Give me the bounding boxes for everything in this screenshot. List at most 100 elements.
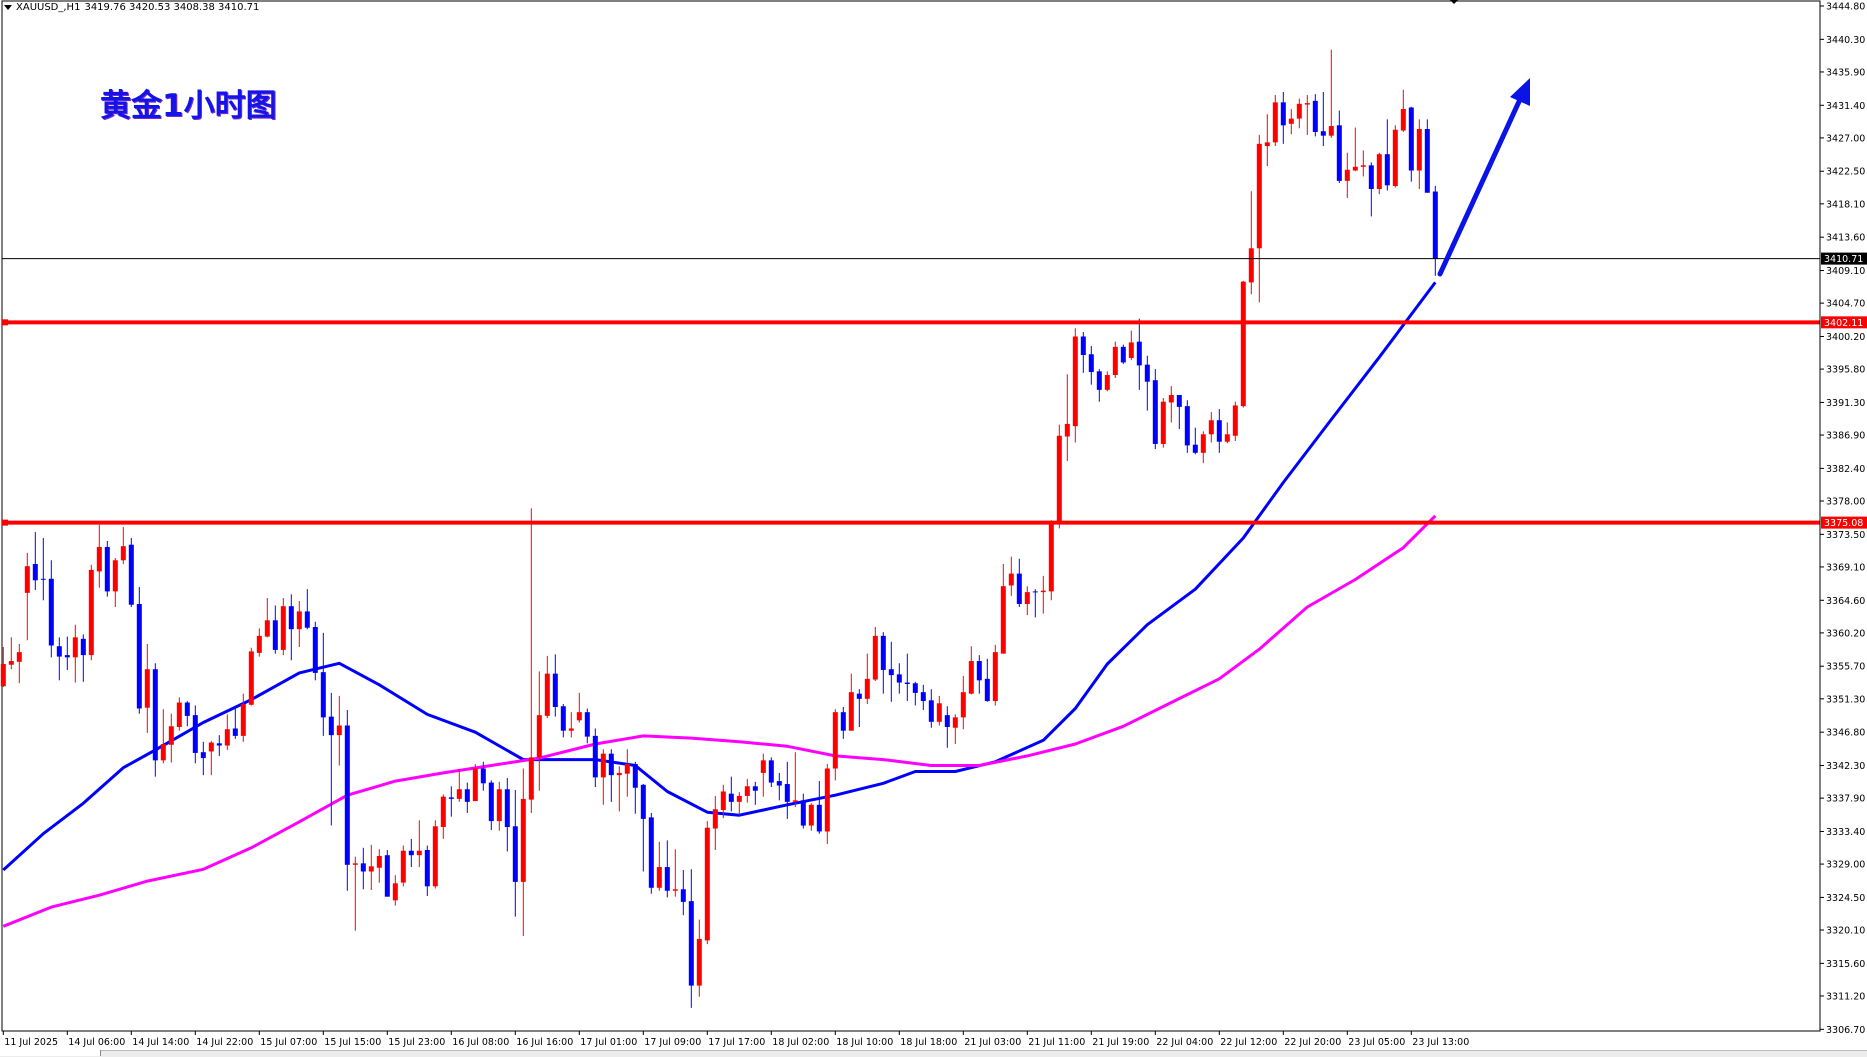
candle-body xyxy=(1256,143,1262,249)
candle xyxy=(1360,150,1366,177)
candle xyxy=(1144,355,1150,411)
candle xyxy=(1184,400,1190,453)
candle-body xyxy=(144,669,150,708)
chart-tab[interactable] xyxy=(0,1050,101,1056)
candle-body xyxy=(240,704,246,736)
candle-body xyxy=(88,569,94,656)
candle-body xyxy=(376,855,382,868)
candle xyxy=(1280,91,1286,144)
ohlc-readout: 3419.76 3420.53 3408.38 3410.71 xyxy=(84,2,260,13)
candle-body xyxy=(1120,346,1126,363)
price-tick-label: 3329.00 xyxy=(1826,860,1865,871)
candle xyxy=(1064,374,1070,461)
candle-body xyxy=(992,652,998,702)
price-tick-label: 3413.60 xyxy=(1826,233,1865,244)
candle-body xyxy=(192,715,198,753)
candle-body xyxy=(1392,129,1398,187)
price-tick-label: 3373.50 xyxy=(1826,530,1865,541)
candle xyxy=(1152,369,1158,450)
candle-body xyxy=(1176,395,1182,407)
candle xyxy=(1024,586,1030,616)
price-axis[interactable]: 3444.80 3440.30 3435.90 3431.40 3427.00 3422.… xyxy=(1819,1,1867,1036)
candles xyxy=(0,49,1438,1008)
candle-body xyxy=(808,804,814,826)
candle xyxy=(1424,119,1430,193)
price-tick-label: 3382.40 xyxy=(1826,464,1865,475)
candle-body xyxy=(1368,165,1374,190)
candle xyxy=(728,776,734,812)
candle xyxy=(600,749,606,805)
candle xyxy=(952,714,958,745)
candle-body xyxy=(1360,165,1366,167)
candle-body xyxy=(360,863,366,872)
candle-body xyxy=(744,786,750,796)
candle-body xyxy=(120,546,126,561)
level-anchor-handle xyxy=(2,519,8,526)
candle xyxy=(1392,125,1398,188)
candle xyxy=(1040,575,1046,614)
candle xyxy=(880,632,886,694)
candle-body xyxy=(1040,590,1046,593)
candle-body xyxy=(896,674,902,683)
candle xyxy=(240,693,246,742)
candle-body xyxy=(1200,434,1206,453)
candle-body xyxy=(1216,420,1222,442)
candle-body xyxy=(592,735,598,778)
candle xyxy=(72,624,78,683)
candle-body xyxy=(824,768,830,832)
time-tick-label: 15 Jul 23:00 xyxy=(388,1037,445,1048)
candle-body xyxy=(616,772,622,776)
candle-body xyxy=(760,760,766,773)
candle-body xyxy=(296,611,302,630)
candle-body xyxy=(856,693,862,699)
price-tick-label: 3404.70 xyxy=(1826,299,1865,310)
candle xyxy=(1032,589,1038,618)
candle-body xyxy=(1000,586,1006,654)
candle-body xyxy=(696,938,702,986)
candle xyxy=(440,794,446,839)
chart-shift-marker-icon[interactable] xyxy=(1450,0,1458,4)
candle-body xyxy=(128,544,134,605)
candle-body xyxy=(152,669,158,761)
candle-body xyxy=(1024,592,1030,604)
candle xyxy=(1416,119,1422,190)
candle-body xyxy=(840,712,846,731)
candle xyxy=(904,653,910,702)
price-tick-label: 3320.10 xyxy=(1826,926,1865,937)
candle-body xyxy=(40,578,46,580)
candle xyxy=(472,764,478,802)
time-tick-label: 15 Jul 07:00 xyxy=(260,1037,317,1048)
candle xyxy=(528,508,534,813)
candle xyxy=(816,781,822,834)
candle xyxy=(40,538,46,601)
candle xyxy=(256,628,262,657)
candle xyxy=(1072,328,1078,443)
candle xyxy=(848,673,854,731)
candle xyxy=(88,564,94,661)
candle-body xyxy=(504,789,510,828)
price-tick-label: 3360.20 xyxy=(1826,628,1865,639)
candle xyxy=(344,709,350,891)
candle xyxy=(592,728,598,788)
time-tick-label: 17 Jul 01:00 xyxy=(580,1037,637,1048)
price-tick-label: 3391.30 xyxy=(1826,398,1865,409)
triangle-down-icon[interactable] xyxy=(4,5,12,10)
horizontal-levels xyxy=(2,258,1820,526)
candle-body xyxy=(1312,100,1318,132)
candle xyxy=(568,712,574,738)
candle xyxy=(944,706,950,748)
candle-body xyxy=(344,725,350,865)
candle xyxy=(1056,424,1062,529)
candle xyxy=(608,749,614,802)
candle xyxy=(1368,162,1374,217)
time-axis[interactable]: 11 Jul 2025 14 Jul 06:00 14 Jul 14:00 14 Ju… xyxy=(2,1031,1469,1048)
level-price-label-box xyxy=(1821,316,1867,329)
candle xyxy=(704,821,710,945)
candle xyxy=(152,663,158,777)
candle xyxy=(56,637,62,681)
candle xyxy=(992,644,998,706)
candle xyxy=(832,709,838,781)
candle-body xyxy=(1424,129,1430,193)
candle xyxy=(736,792,742,816)
